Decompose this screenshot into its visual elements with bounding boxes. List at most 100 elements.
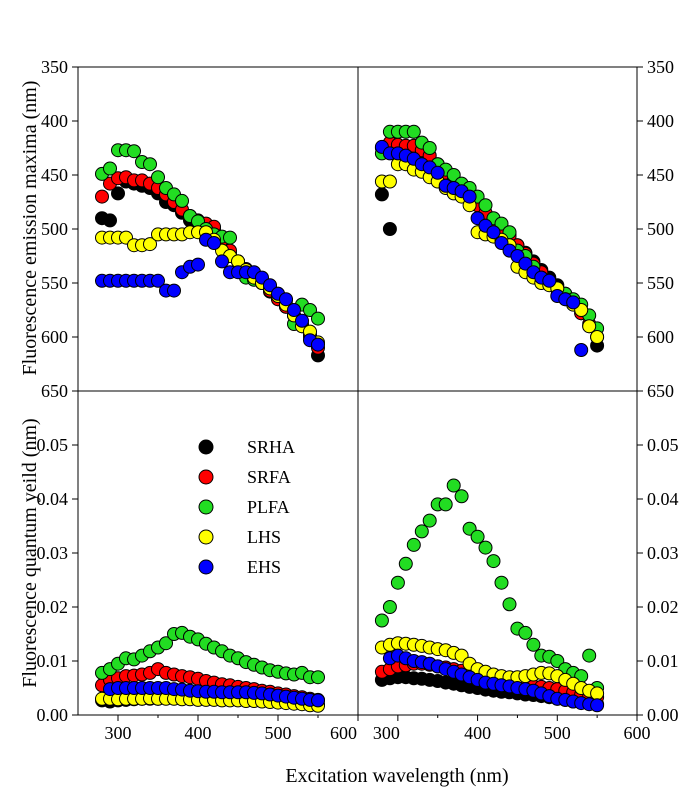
point-bottom-right-lhs [590, 686, 605, 701]
point-top-left-ehs [191, 257, 205, 272]
point-bottom-right-plfa [454, 489, 469, 504]
x-tick-label: 300 [105, 723, 132, 743]
point-bottom-right-plfa [470, 529, 485, 544]
point-top-right-ehs [566, 295, 581, 310]
point-bottom-left-plfa [159, 636, 173, 651]
y-tick-label-top-right: 650 [647, 381, 674, 401]
point-bottom-right-plfa [438, 497, 453, 512]
point-top-right-srha [382, 222, 397, 236]
point-bottom-right-plfa [374, 613, 389, 628]
legend-label-plfa: PLFA [247, 497, 290, 517]
y-tick-label-bottom-right: 0.04 [647, 489, 679, 509]
point-top-left-ehs [279, 292, 293, 307]
x-tick-label: 500 [265, 723, 292, 743]
point-top-right-ehs [430, 165, 445, 180]
y-tick-label-bottom-left: 0.04 [37, 489, 69, 509]
x-tick-label: 300 [373, 723, 400, 743]
point-top-left-plfa [127, 144, 141, 159]
y-tick-label-bottom-left: 0.05 [37, 435, 69, 455]
y-tick-label-bottom-right: 0.02 [647, 597, 679, 617]
point-top-left-plfa [311, 311, 325, 326]
legend-label-srha: SRHA [247, 437, 295, 457]
point-top-right-ehs [542, 273, 557, 288]
point-bottom-right-plfa [582, 648, 597, 663]
point-top-right-lhs [590, 330, 605, 344]
point-top-left-ehs [287, 303, 301, 317]
point-top-left-plfa [223, 230, 237, 245]
y-axis-title-top: Fluorescence emission maxima (nm) [19, 81, 41, 376]
legend-marker-ehs [198, 559, 214, 575]
y-tick-label-top-left: 550 [41, 273, 68, 293]
x-axis-title: Excitation wavelength (nm) [285, 765, 508, 787]
point-bottom-right-plfa [398, 556, 413, 571]
point-top-left-ehs [295, 313, 309, 328]
point-bottom-right-plfa [422, 513, 437, 528]
point-bottom-right-plfa [446, 478, 461, 493]
x-tick-label: 600 [330, 723, 357, 743]
point-top-left-plfa [175, 193, 189, 208]
point-top-right-ehs [574, 343, 589, 357]
point-bottom-right-plfa [486, 554, 501, 569]
point-top-left-ehs [263, 278, 277, 293]
point-bottom-right-plfa [526, 637, 541, 652]
data-points [95, 124, 605, 713]
legend-marker-lhs [198, 529, 214, 545]
legend-label-lhs: LHS [247, 527, 281, 547]
y-tick-label-bottom-right: 0.00 [647, 705, 679, 725]
point-bottom-left-plfa [311, 670, 325, 685]
y-tick-label-top-right: 350 [647, 57, 674, 77]
point-bottom-right-plfa [502, 597, 517, 612]
point-top-left-plfa [303, 303, 317, 317]
point-bottom-left-ehs [311, 693, 325, 708]
y-tick-label-top-right: 450 [647, 165, 674, 185]
x-tick-label: 500 [544, 723, 571, 743]
point-top-right-srha [374, 187, 389, 202]
point-top-left-lhs [143, 237, 157, 252]
point-top-right-lhs [582, 319, 597, 334]
point-top-left-ehs [167, 283, 181, 298]
y-tick-label-bottom-right: 0.05 [647, 435, 679, 455]
point-top-right-ehs [486, 225, 501, 240]
point-top-right-lhs [382, 174, 397, 189]
axis-ticks: 300 400 500 600 300 400 500 600 350 350 400 400 450 4… [37, 57, 679, 743]
point-bottom-right-plfa [494, 575, 509, 590]
y-tick-label-top-left: 350 [41, 57, 68, 77]
point-top-left-srha [111, 186, 125, 201]
point-bottom-right-plfa [414, 524, 429, 539]
point-top-left-plfa [143, 157, 157, 172]
legend-label-srfa: SRFA [247, 467, 291, 487]
point-top-left-plfa [151, 170, 165, 185]
point-bottom-right-plfa [382, 600, 397, 614]
legend-marker-srfa [198, 469, 214, 485]
y-tick-label-bottom-right: 0.01 [647, 651, 679, 671]
y-tick-label-top-left: 500 [41, 219, 68, 239]
y-tick-label-top-left: 650 [41, 381, 68, 401]
y-axis-title-bottom: Fluorescence quantum yeild (nm) [19, 418, 41, 687]
panel-frames [77, 66, 638, 716]
x-tick-label: 400 [185, 723, 212, 743]
y-tick-label-top-right: 550 [647, 273, 674, 293]
point-top-right-plfa [478, 198, 493, 213]
point-top-left-srha [103, 213, 117, 228]
y-tick-label-bottom-left: 0.03 [37, 543, 69, 563]
point-top-left-ehs [215, 254, 229, 269]
legend-label-ehs: EHS [247, 557, 281, 577]
legend: SRHA SRFA PLFA LHS EHS [198, 437, 295, 577]
point-top-left-ehs [151, 273, 165, 288]
legend-marker-plfa [198, 499, 214, 515]
y-tick-label-top-left: 600 [41, 327, 68, 347]
point-top-right-ehs [518, 256, 533, 271]
point-bottom-right-ehs [590, 698, 605, 713]
y-tick-label-bottom-right: 0.03 [647, 543, 679, 563]
point-bottom-right-plfa [478, 540, 493, 555]
legend-marker-srha [198, 439, 214, 455]
point-bottom-right-plfa [518, 625, 533, 640]
point-top-left-ehs [207, 236, 221, 250]
y-tick-label-bottom-left: 0.00 [37, 705, 69, 725]
point-top-right-plfa [406, 124, 421, 139]
y-tick-label-top-left: 450 [41, 165, 68, 185]
point-bottom-right-plfa [390, 575, 405, 590]
y-tick-label-top-right: 500 [647, 219, 674, 239]
y-tick-label-top-left: 400 [41, 111, 68, 131]
